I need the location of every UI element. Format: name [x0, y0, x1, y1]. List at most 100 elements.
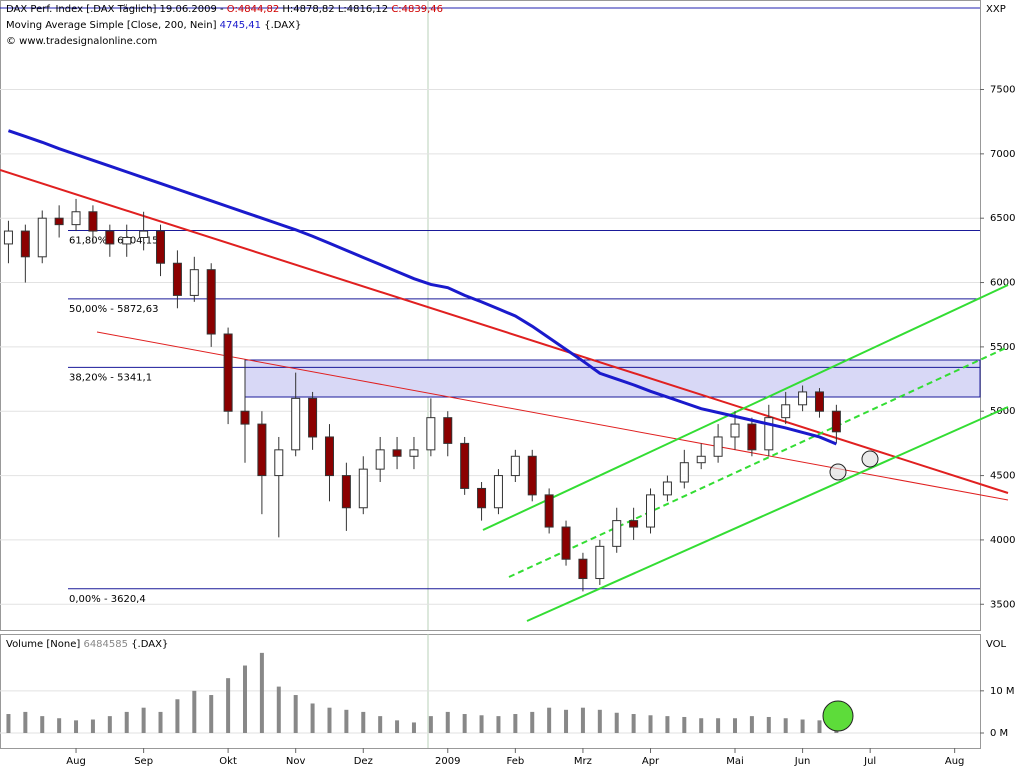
candle-body — [426, 417, 436, 451]
volume-bar — [6, 714, 11, 733]
volume-bar — [445, 711, 450, 733]
candle-body — [679, 462, 689, 483]
y-tick-label: 7500 — [990, 85, 1015, 96]
candle-body — [747, 423, 757, 451]
volume-bar — [564, 709, 569, 733]
volume-bar — [124, 711, 129, 733]
x-tick-label: Mai — [726, 756, 744, 767]
volume-bar — [74, 720, 79, 733]
x-tick-label: Okt — [219, 756, 237, 767]
header-open: O:4844,82 — [227, 4, 279, 15]
volume-bar — [766, 716, 771, 733]
volume-bar — [800, 719, 805, 733]
volume-bar — [141, 707, 146, 733]
y-tick-label: 6000 — [990, 278, 1015, 289]
header-symbol: DAX Perf. Index [.DAX Täglich] 19.06.200… — [6, 4, 224, 15]
trend-line — [0, 169, 1009, 494]
y-tick-label: 4500 — [990, 471, 1015, 482]
volume-bar — [361, 711, 366, 733]
x-tick-label: Jun — [794, 756, 811, 767]
candle-body — [358, 468, 368, 509]
candle-body — [781, 404, 791, 419]
volume-panel — [0, 634, 981, 749]
source: © www.tradesignalonline.com — [6, 36, 157, 47]
candle-body — [814, 391, 824, 412]
candle-body — [274, 449, 284, 477]
candle-body — [798, 391, 808, 406]
marker-circle — [861, 450, 879, 468]
candle-body — [71, 211, 81, 226]
candle-body — [291, 397, 301, 451]
volume-bar — [276, 686, 281, 733]
candle-body — [37, 217, 47, 258]
candle-body — [206, 269, 216, 335]
volume-bar — [378, 716, 383, 733]
volume-bar — [733, 718, 737, 733]
candle-body — [831, 410, 841, 433]
volume-bar — [395, 720, 400, 733]
candle-body — [409, 449, 419, 457]
candle-body — [308, 397, 318, 438]
volume-name: Volume [None] — [6, 639, 80, 650]
candle-body — [595, 545, 605, 580]
fib-label: 38,20% - 5341,1 — [69, 372, 152, 383]
candle-body — [730, 423, 740, 438]
ma-suffix: {.DAX} — [264, 20, 301, 31]
volume-bar — [327, 707, 332, 733]
y-tick-label: 5500 — [990, 342, 1015, 353]
candle-body — [341, 475, 351, 509]
candle-body — [612, 520, 622, 547]
trend-line — [96, 331, 1009, 501]
y-tick-label: 5000 — [990, 406, 1015, 417]
volume-bar — [547, 707, 552, 733]
x-tick-label: Nov — [286, 756, 306, 767]
candle-body — [713, 436, 723, 457]
volume-bar — [192, 690, 197, 733]
x-tick-label: Jul — [863, 756, 876, 767]
candle-body — [646, 494, 656, 528]
candle-body — [375, 449, 385, 470]
candle-body — [223, 333, 233, 412]
volume-bar — [462, 714, 467, 733]
volume-value: 6484585 — [83, 639, 128, 650]
volume-bar — [699, 718, 704, 733]
candle-body — [392, 449, 402, 457]
x-tick-label: Feb — [506, 756, 524, 767]
candle-body — [561, 526, 571, 560]
volume-bar — [57, 718, 62, 733]
candle-body — [122, 237, 132, 245]
volume-bar — [23, 711, 28, 733]
x-tick-label: Dez — [354, 756, 373, 767]
candle-body — [139, 230, 149, 238]
candle-body — [105, 230, 115, 245]
candle-body — [578, 558, 588, 580]
price-panel — [0, 0, 981, 631]
volume-bar — [749, 716, 754, 733]
candle-body — [54, 217, 64, 226]
trend-line — [508, 346, 1009, 578]
x-tick-label: Apr — [642, 756, 660, 767]
candle-body — [764, 417, 774, 451]
volume-bar — [783, 718, 788, 733]
y-tick-label: 6500 — [990, 213, 1015, 224]
header-high: H:4878,82 — [282, 4, 334, 15]
x-tick-label: 2009 — [435, 756, 460, 767]
candle-body — [443, 417, 453, 444]
candle-body — [257, 423, 267, 477]
volume-bar — [496, 716, 501, 733]
header-close: C:4839,46 — [391, 4, 443, 15]
y-tick-label: 4000 — [990, 535, 1015, 546]
fib-label: 50,00% - 5872,63 — [69, 304, 158, 315]
y-tick-label: 3500 — [990, 599, 1015, 610]
candle-body — [493, 475, 503, 509]
candle-body — [3, 230, 13, 245]
ma-name: Moving Average Simple [Close, 200, Nein] — [6, 20, 217, 31]
marker-circle — [829, 463, 847, 481]
volume-bar — [107, 716, 112, 733]
volume-suffix: {.DAX} — [131, 639, 168, 650]
volume-caption: VOL — [986, 639, 1007, 650]
volume-bar — [530, 711, 535, 733]
volume-bar — [817, 720, 822, 733]
y-tick-label: 0 M — [990, 728, 1008, 739]
